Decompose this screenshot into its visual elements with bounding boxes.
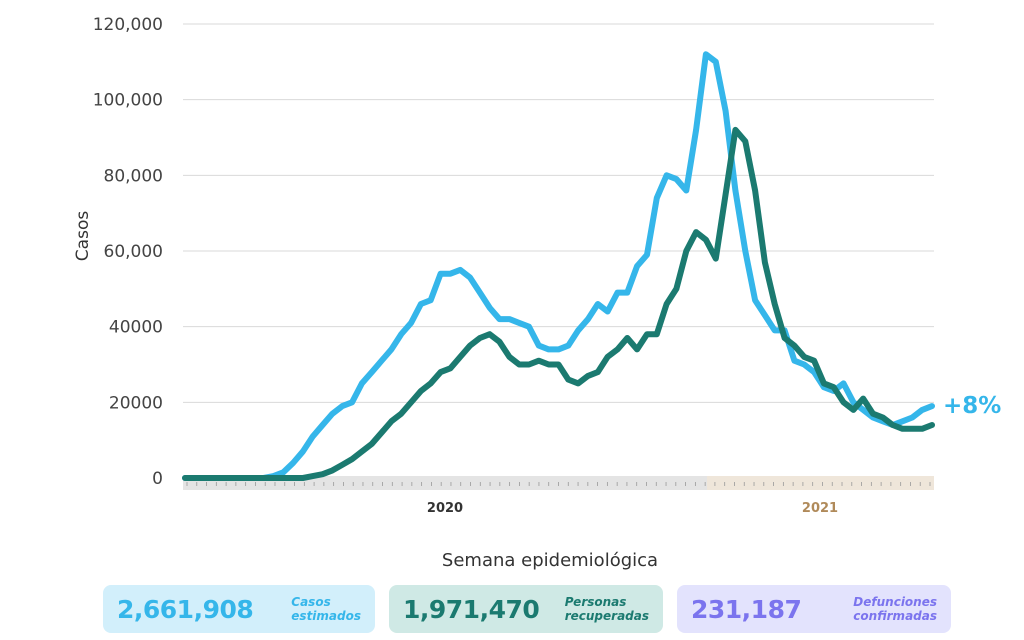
summary-cards: 2,661,908 Casos estimados 1,971,470 Perso… <box>103 585 951 633</box>
card-label: Defunciones confirmadas <box>853 595 937 623</box>
card-value: 231,187 <box>691 594 802 624</box>
series-line-personas-recuperadas <box>182 126 935 481</box>
year-label-2020: 2020 <box>427 501 463 516</box>
y-tick-label: 60,000 <box>104 242 163 262</box>
card-casos-estimados: 2,661,908 Casos estimados <box>103 585 375 633</box>
y-tick-label: 100,000 <box>93 91 163 111</box>
y-axis-label: Casos <box>73 211 93 262</box>
card-label-line2: estimados <box>291 609 361 623</box>
card-personas-recuperadas: 1,971,470 Personas recuperadas <box>389 585 663 633</box>
change-annotation: +8% <box>943 393 1001 419</box>
card-value: 2,661,908 <box>117 594 254 624</box>
card-label-line1: Personas <box>564 595 627 609</box>
card-defunciones-confirmadas: 231,187 Defunciones confirmadas <box>677 585 951 633</box>
y-tick-label: 20000 <box>109 393 163 413</box>
x-axis-band-2020 <box>183 476 707 490</box>
card-label: Personas recuperadas <box>565 595 649 623</box>
y-tick-label: 0 <box>152 469 163 489</box>
y-tick-label: 120,000 <box>93 15 163 35</box>
card-label-line1: Defunciones <box>853 595 937 609</box>
y-tick-label: 40000 <box>109 318 163 338</box>
card-label-line2: recuperadas <box>564 609 649 623</box>
year-label-2021: 2021 <box>802 501 838 516</box>
card-value: 1,971,470 <box>403 594 540 624</box>
series-line-casos-estimados <box>182 51 935 481</box>
card-label: Casos estimados <box>291 595 361 623</box>
y-tick-label: 80,000 <box>104 166 163 186</box>
x-axis-band-2021 <box>707 476 934 490</box>
card-label-line1: Casos <box>291 595 331 609</box>
x-axis-label: Semana epidemiológica <box>441 550 659 571</box>
card-label-line2: confirmadas <box>853 609 937 623</box>
